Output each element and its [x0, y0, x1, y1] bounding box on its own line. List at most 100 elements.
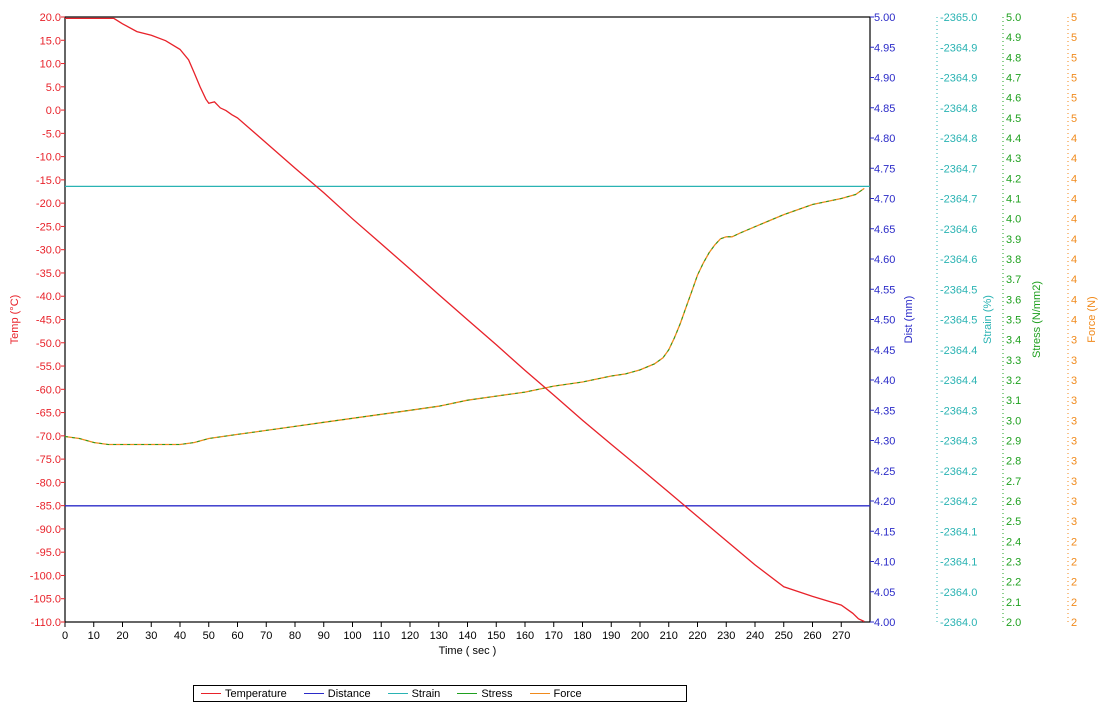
legend-item-distance: Distance [303, 688, 371, 700]
stress-tick-label: 5.0 [1006, 12, 1021, 24]
force-tick-label: 4 [1071, 294, 1077, 306]
stress-series-line [64, 187, 865, 445]
temp-tick-label: -20.0 [36, 198, 61, 210]
force-tick-label: 2 [1071, 597, 1077, 609]
temp-tick-label: -45.0 [36, 315, 61, 327]
stress-tick-label: 2.5 [1006, 516, 1021, 528]
x-tick-label: 210 [660, 630, 678, 642]
temp-tick-label: 20.0 [40, 12, 61, 24]
legend-item-strain: Strain [387, 688, 440, 700]
temp-tick-label: 0.0 [46, 105, 61, 117]
x-tick-label: 260 [803, 630, 821, 642]
force-tick-label: 4 [1071, 315, 1077, 327]
chart-svg: 0 10 20 30 40 50 60 70 80 90 100 110 120 130 140 150 160… [9, 12, 1098, 657]
force-tick-label: 3 [1071, 516, 1077, 528]
temp-tick-label: -100.0 [30, 570, 61, 582]
dist-tick-label: 4.60 [874, 254, 895, 266]
x-tick-label: 60 [231, 630, 243, 642]
x-tick-label: 200 [631, 630, 649, 642]
strain-tick-label: -2364.2 [940, 466, 977, 478]
temp-tick-label: -10.0 [36, 152, 61, 164]
force-tick-label: 2 [1071, 577, 1077, 589]
x-tick-label: 170 [545, 630, 563, 642]
x-tick-label: 30 [145, 630, 157, 642]
strain-tick-label: -2364.6 [940, 254, 977, 266]
strain-tick-label: -2364.7 [940, 194, 977, 206]
temp-tick-label: 15.0 [40, 35, 61, 47]
stress-tick-label: 3.9 [1006, 234, 1021, 246]
stress-tick-label: 2.9 [1006, 436, 1021, 448]
legend-item-stress: Stress [457, 688, 513, 700]
temp-tick-label: -65.0 [36, 408, 61, 420]
dist-tick-label: 4.35 [874, 405, 895, 417]
stress-axis-title: Stress (N/mm2) [1031, 281, 1043, 358]
force-tick-label: 5 [1071, 93, 1077, 105]
legend-swatch [201, 693, 221, 694]
temp-tick-label: -95.0 [36, 547, 61, 559]
dist-tick-label: 4.70 [874, 194, 895, 206]
stress-tick-label: 3.6 [1006, 294, 1021, 306]
force-tick-label: 2 [1071, 557, 1077, 569]
legend-item-temperature: Temperature [201, 688, 287, 700]
dist-tick-label: 4.10 [874, 557, 895, 569]
force-tick-label: 5 [1071, 52, 1077, 64]
strain-tick-label: -2364.4 [940, 345, 977, 357]
strain-tick-label: -2364.3 [940, 405, 977, 417]
strain-tick-label: -2364.2 [940, 496, 977, 508]
force-tick-label: 3 [1071, 456, 1077, 468]
strain-tick-label: -2364.0 [940, 587, 977, 599]
temp-tick-label: -75.0 [36, 454, 61, 466]
x-tick-label: 50 [203, 630, 215, 642]
temp-tick-label: -55.0 [36, 361, 61, 373]
strain-tick-label: -2365.0 [940, 12, 977, 24]
strain-tick-label: -2364.5 [940, 284, 977, 296]
temp-tick-label: -40.0 [36, 291, 61, 303]
legend-swatch [387, 693, 408, 694]
dist-tick-label: 4.65 [874, 224, 895, 236]
dist-tick-label: 4.05 [874, 587, 895, 599]
temp-tick-label: -70.0 [36, 431, 61, 443]
strain-tick-label: -2364.0 [940, 617, 977, 629]
stress-tick-label: 4.5 [1006, 113, 1021, 125]
x-tick-label: 70 [260, 630, 272, 642]
x-tick-label: 110 [372, 630, 390, 642]
dist-tick-label: 4.45 [874, 345, 895, 357]
temp-tick-label: -60.0 [36, 384, 61, 396]
x-tick-label: 160 [516, 630, 534, 642]
dist-tick-label: 4.15 [874, 526, 895, 538]
force-tick-label: 3 [1071, 395, 1077, 407]
strain-tick-label: -2364.6 [940, 224, 977, 236]
dist-tick-label: 4.30 [874, 436, 895, 448]
x-tick-label: 80 [289, 630, 301, 642]
force-tick-label: 5 [1071, 113, 1077, 125]
temp-tick-label: -85.0 [36, 501, 61, 513]
dist-tick-label: 5.00 [874, 12, 895, 24]
force-tick-label: 3 [1071, 415, 1077, 427]
legend-item-force: Force [529, 688, 582, 700]
legend-swatch [457, 693, 478, 694]
strain-tick-label: -2364.9 [940, 73, 977, 85]
dist-axis-title: Dist (mm) [903, 296, 915, 344]
x-tick-label: 190 [602, 630, 620, 642]
force-tick-label: 2 [1071, 617, 1077, 629]
stress-tick-label: 3.4 [1006, 335, 1021, 347]
force-tick-label: 5 [1071, 73, 1077, 85]
dist-tick-label: 4.80 [874, 133, 895, 145]
x-tick-label: 240 [746, 630, 764, 642]
x-tick-label: 100 [343, 630, 361, 642]
stress-tick-label: 4.4 [1006, 133, 1021, 145]
stress-tick-label: 4.8 [1006, 52, 1021, 64]
dist-tick-label: 4.75 [874, 163, 895, 175]
force-tick-label: 5 [1071, 12, 1077, 24]
force-tick-label: 4 [1071, 274, 1077, 286]
temp-tick-label: -110.0 [31, 617, 61, 629]
stress-tick-label: 4.2 [1006, 173, 1021, 185]
stress-tick-label: 2.4 [1006, 536, 1021, 548]
x-tick-label: 90 [318, 630, 330, 642]
dist-tick-label: 4.00 [874, 617, 895, 629]
stress-tick-label: 3.1 [1006, 395, 1021, 407]
stress-tick-label: 3.0 [1006, 415, 1021, 427]
dist-tick-label: 4.25 [874, 466, 895, 478]
strain-tick-label: -2364.4 [940, 375, 977, 387]
stress-tick-label: 2.2 [1006, 577, 1021, 589]
